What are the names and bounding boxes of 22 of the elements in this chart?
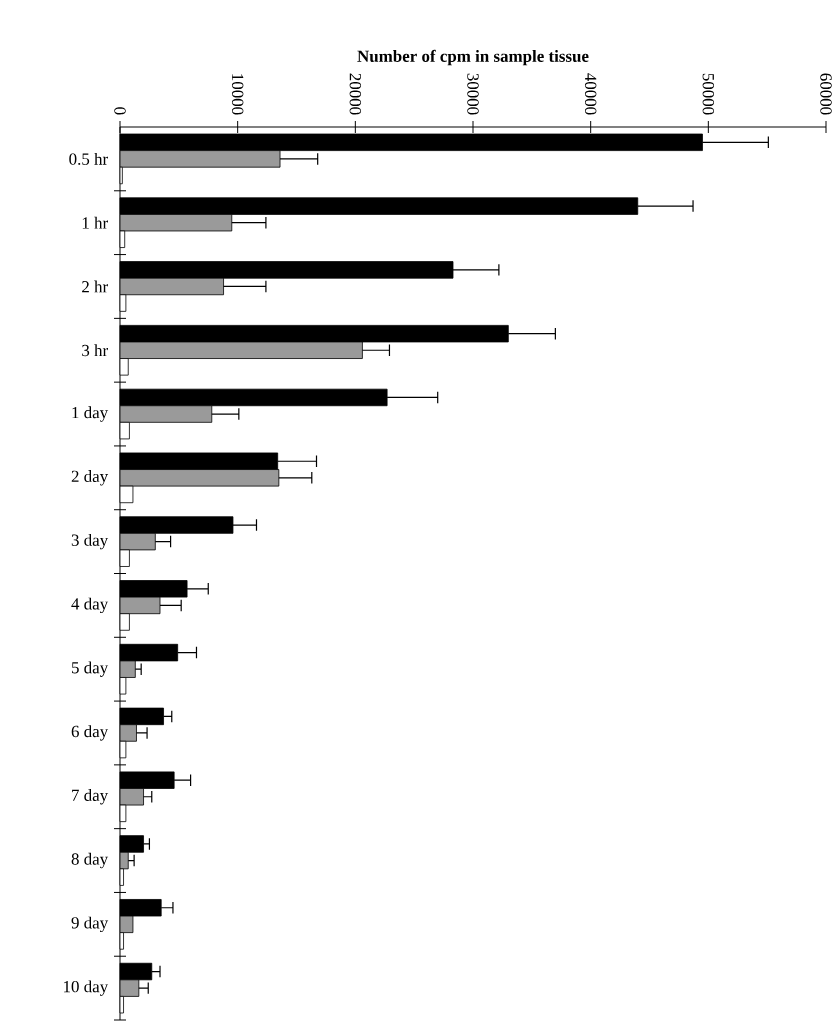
y-tick-label: 3 hr [82,344,108,357]
x-tick-label: 60000 [820,73,832,115]
y-tick-label: 2 day [71,470,109,486]
y-tick-label: 0.5 hr [69,152,108,165]
y-tick-label: 10 day [64,980,109,996]
y-tick-label: 1 hr [82,216,108,229]
y-tick-label: 2 hr [82,280,108,293]
y-tick-label: 1 day [72,406,109,422]
x-tick-label: 30000 [467,73,479,115]
y-tick-label: 5 day [71,661,109,677]
y-tick-label: 4 day [71,597,109,614]
x-tick-label: 0 [114,107,126,115]
y-tick-label: 3 day [71,533,109,550]
y-tick-label: 8 day [71,852,109,869]
x-tick-label: 20000 [349,73,362,115]
x-tick-label: 50000 [702,73,715,115]
y-tick-label: 9 day [71,916,109,933]
x-tick-label: 10000 [231,74,244,115]
y-tick-label: 6 day [71,725,109,741]
x-axis-title: Number of cpm in sample tissue [357,49,589,66]
y-tick-label: 7 day [72,789,109,805]
x-tick-label: 40000 [584,73,597,115]
